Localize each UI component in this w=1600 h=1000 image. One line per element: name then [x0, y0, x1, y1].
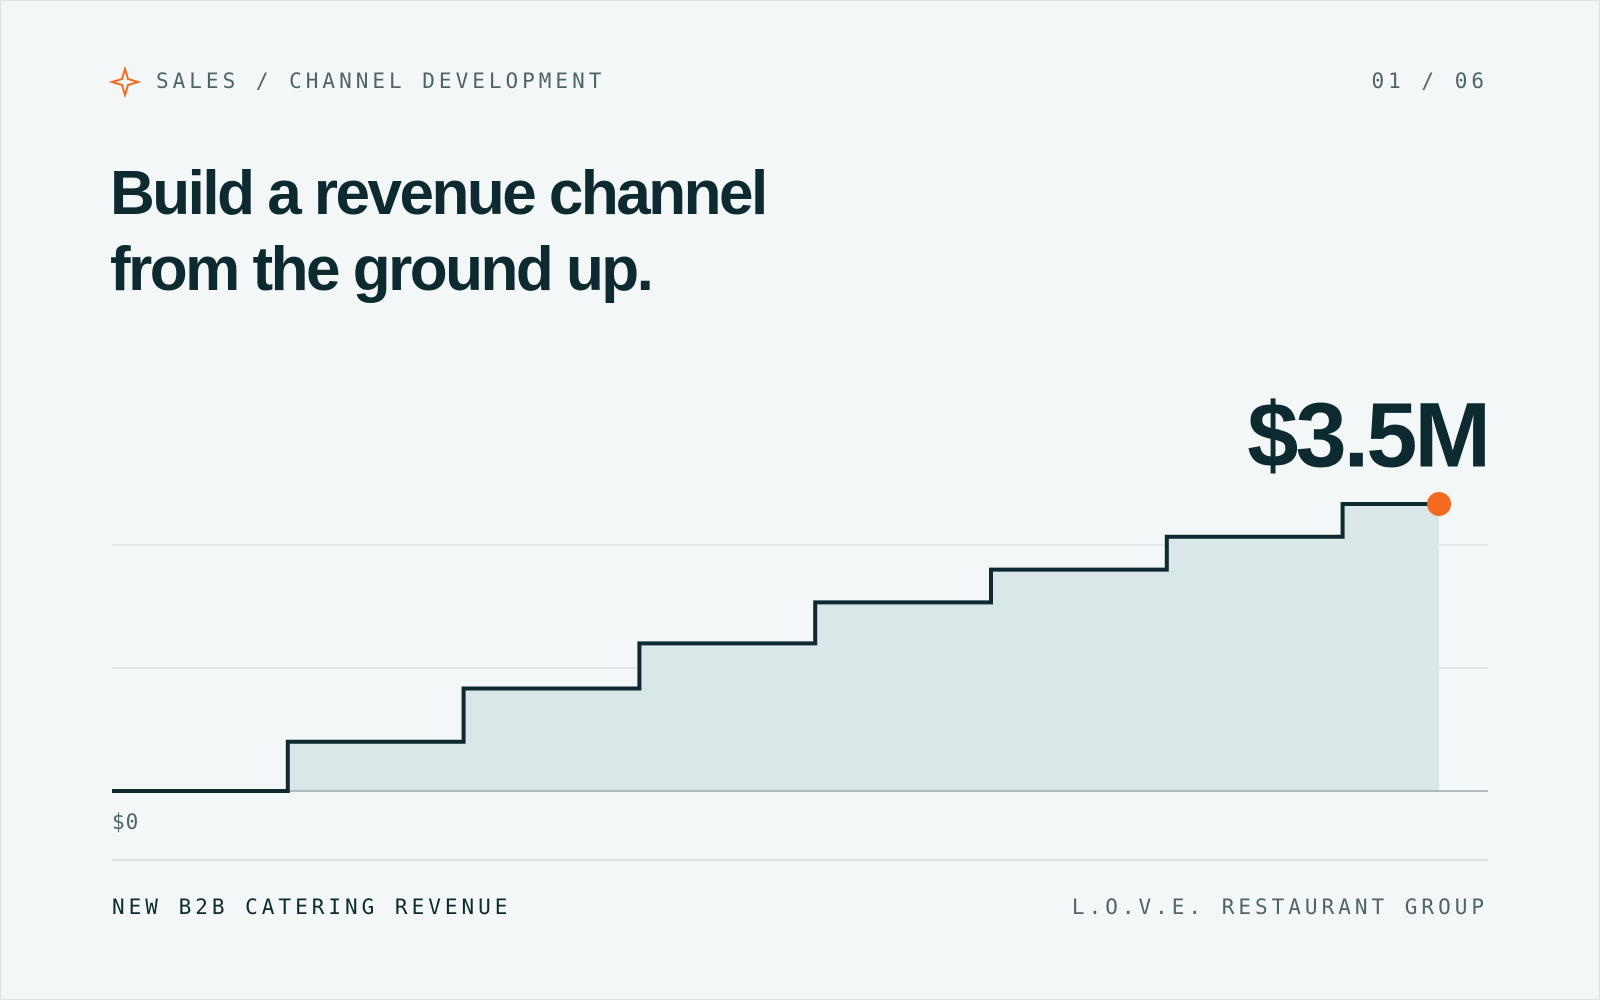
- footer-right: L.O.V.E. RESTAURANT GROUP: [1072, 895, 1488, 919]
- y-tick-label: $0: [112, 810, 139, 834]
- star-icon: [108, 65, 142, 99]
- step-line: [112, 502, 1439, 793]
- chart-title: Build a revenue channel from the ground …: [110, 159, 768, 304]
- area: [112, 504, 1439, 791]
- end-marker: [1427, 492, 1451, 516]
- page-number: 01 / 06: [1371, 69, 1488, 93]
- breadcrumb: SALES / CHANNEL DEVELOPMENT: [156, 69, 605, 93]
- footer-left: NEW B2B CATERING REVENUE: [112, 895, 511, 919]
- value-label: $3.5M: [1247, 384, 1488, 486]
